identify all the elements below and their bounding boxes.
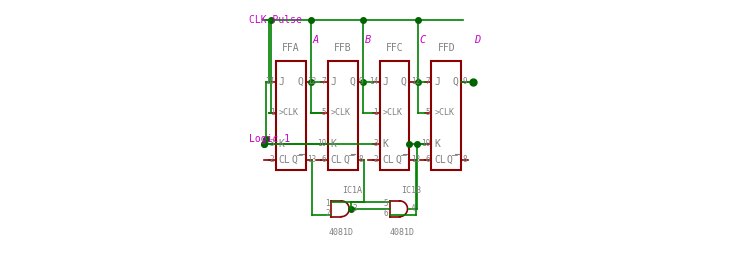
Text: FFA: FFA <box>282 43 299 53</box>
Text: IC1A: IC1A <box>343 185 362 194</box>
Text: Q: Q <box>401 77 406 87</box>
Text: CL: CL <box>382 155 394 165</box>
FancyBboxPatch shape <box>380 61 410 170</box>
Text: 12: 12 <box>307 77 316 86</box>
Text: CLK Pulse: CLK Pulse <box>249 14 302 25</box>
Text: Q: Q <box>297 77 303 87</box>
Text: 14: 14 <box>369 77 378 86</box>
Text: 1: 1 <box>270 108 274 117</box>
Text: 13: 13 <box>411 155 420 164</box>
Text: 6: 6 <box>322 155 326 164</box>
Text: K: K <box>434 139 439 149</box>
Text: 9: 9 <box>358 77 364 86</box>
Text: A: A <box>313 35 319 45</box>
Text: B: B <box>364 35 371 45</box>
FancyBboxPatch shape <box>276 61 306 170</box>
Text: 14: 14 <box>266 77 274 86</box>
Text: 12: 12 <box>411 77 420 86</box>
Text: FFB: FFB <box>334 43 352 53</box>
Text: CL: CL <box>278 155 290 165</box>
Text: 5: 5 <box>322 108 326 117</box>
Text: 4: 4 <box>410 204 416 213</box>
Text: Logic 1: Logic 1 <box>249 134 290 144</box>
Text: 9: 9 <box>463 77 467 86</box>
Text: CL: CL <box>330 155 342 165</box>
Text: 2: 2 <box>270 155 274 164</box>
Text: 1: 1 <box>374 108 378 117</box>
Text: K: K <box>330 139 336 149</box>
Text: Q̅: Q̅ <box>395 155 406 165</box>
Text: J: J <box>382 77 388 87</box>
Text: J: J <box>278 77 284 87</box>
Text: FFD: FFD <box>437 43 455 53</box>
Text: >CLK: >CLK <box>382 108 403 117</box>
Text: Q̅: Q̅ <box>447 155 458 165</box>
Text: K: K <box>382 139 388 149</box>
Text: 3: 3 <box>270 139 274 149</box>
Text: 7: 7 <box>425 77 430 86</box>
Text: CL: CL <box>434 155 445 165</box>
FancyBboxPatch shape <box>431 61 461 170</box>
Text: J: J <box>330 77 336 87</box>
Text: 4081D: 4081D <box>390 228 415 237</box>
Text: 2: 2 <box>374 155 378 164</box>
Text: 6: 6 <box>383 209 388 219</box>
Text: 1: 1 <box>325 199 330 208</box>
Text: 5: 5 <box>383 199 388 208</box>
Text: 3: 3 <box>374 139 378 149</box>
Text: Q̅: Q̅ <box>344 155 355 165</box>
Text: 6: 6 <box>425 155 430 164</box>
Text: >CLK: >CLK <box>434 108 454 117</box>
Text: D: D <box>474 35 481 45</box>
FancyBboxPatch shape <box>328 61 358 170</box>
Text: K: K <box>278 139 284 149</box>
Text: 8: 8 <box>463 155 467 164</box>
Text: IC1B: IC1B <box>401 185 421 194</box>
Text: J: J <box>434 77 439 87</box>
Text: Q: Q <box>453 77 458 87</box>
Text: 2: 2 <box>325 209 330 219</box>
Text: 8: 8 <box>358 155 364 164</box>
Text: >CLK: >CLK <box>279 108 299 117</box>
Text: 13: 13 <box>307 155 316 164</box>
Text: Q: Q <box>349 77 355 87</box>
Text: >CLK: >CLK <box>331 108 351 117</box>
Text: Q̅: Q̅ <box>291 155 303 165</box>
Text: 7: 7 <box>322 77 326 86</box>
Text: FFC: FFC <box>386 43 404 53</box>
Text: 10: 10 <box>421 139 430 149</box>
Text: 3: 3 <box>352 204 357 213</box>
Text: 4081D: 4081D <box>328 228 354 237</box>
Text: 10: 10 <box>317 139 326 149</box>
Text: 5: 5 <box>425 108 430 117</box>
Text: C: C <box>419 35 425 45</box>
